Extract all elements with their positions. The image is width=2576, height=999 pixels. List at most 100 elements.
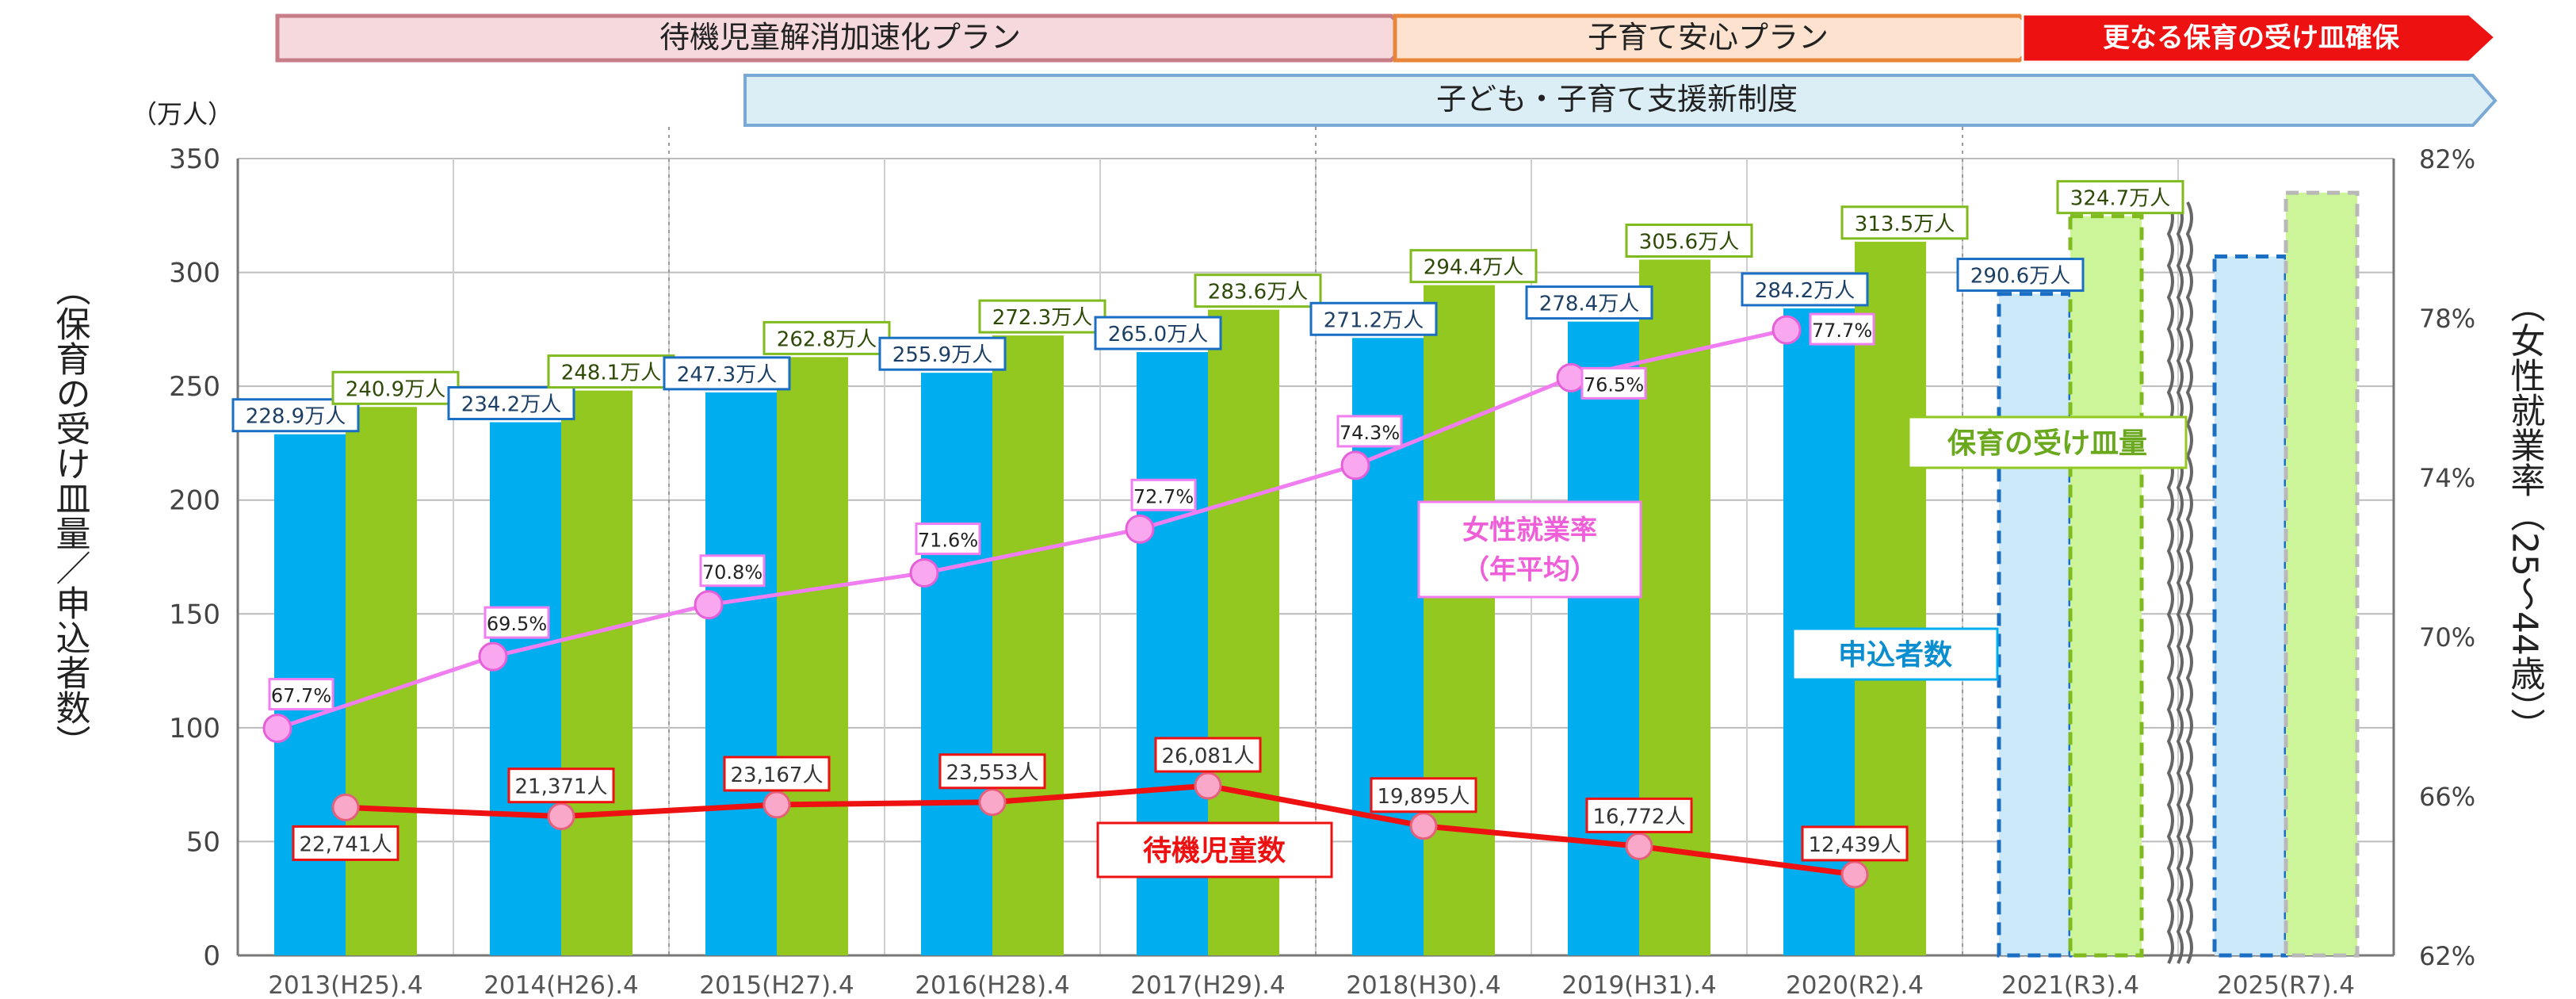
bar-value-box bbox=[762, 320, 891, 355]
waiting-box bbox=[292, 825, 399, 861]
women-rate-label: 69.5% bbox=[487, 613, 547, 635]
women-rate-point bbox=[1340, 450, 1370, 480]
bar-value-label: 248.1万人 bbox=[561, 362, 661, 385]
x-tick-label: 2020(R2).4 bbox=[1786, 971, 1924, 999]
bar-value-box bbox=[1741, 272, 1869, 307]
x-tick-label: 2013(H25).4 bbox=[268, 971, 422, 999]
women-rate-box bbox=[915, 522, 981, 556]
women-rate-label: 71.6% bbox=[918, 530, 978, 552]
women-rate-line bbox=[277, 327, 1787, 730]
capacity-bar bbox=[2284, 190, 2360, 958]
bar-value-box bbox=[878, 336, 1007, 371]
legend-waiting: 待機児童数 bbox=[1096, 821, 1333, 878]
x-tick-label: 2016(H28).4 bbox=[915, 971, 1069, 999]
waiting-label: 23,553人 bbox=[946, 761, 1039, 785]
y-axis-title: （保育の受け皿量／申込者数） bbox=[50, 271, 90, 760]
y-tick-label: 350 bbox=[169, 144, 220, 175]
waiting-point bbox=[1840, 860, 1869, 889]
x-tick-label: 2021(R3).4 bbox=[2001, 971, 2139, 999]
women-rate-point bbox=[1771, 315, 1802, 345]
women-rate-box bbox=[268, 678, 334, 711]
y-tick-label: 300 bbox=[169, 258, 220, 289]
bar-value-box bbox=[1525, 285, 1653, 320]
waiting-box bbox=[507, 767, 615, 804]
capacity-bar bbox=[1424, 285, 1495, 955]
capacity-bar bbox=[777, 357, 848, 956]
bar-value-label: 271.2万人 bbox=[1324, 308, 1424, 332]
waiting-label: 12,439人 bbox=[1809, 833, 1901, 857]
waiting-box bbox=[1801, 825, 1909, 862]
waiting-label: 21,371人 bbox=[515, 775, 608, 799]
x-tick-label: 2025(R7).4 bbox=[2217, 971, 2355, 999]
capacity-bar bbox=[992, 335, 1064, 955]
women-rate-point bbox=[909, 558, 939, 588]
applicants-bar bbox=[1568, 321, 1639, 955]
waiting-box bbox=[1154, 737, 1262, 773]
bar-value-label: 262.8万人 bbox=[777, 327, 877, 351]
women-rate-box bbox=[483, 606, 550, 639]
waiting-point bbox=[762, 790, 791, 819]
women-rate-box bbox=[1580, 366, 1647, 400]
bar-value-label: 313.5万人 bbox=[1855, 212, 1955, 236]
y-tick-label: 50 bbox=[186, 826, 220, 858]
waiting-point bbox=[547, 802, 575, 831]
axis-break-mark bbox=[2166, 201, 2174, 964]
women-rate-point bbox=[1125, 514, 1155, 544]
y2-tick-label: 62% bbox=[2419, 941, 2475, 971]
legend-women-rate-line2: （年平均） bbox=[1462, 554, 1597, 586]
bar-value-box bbox=[1094, 316, 1222, 350]
waiting-label: 16,772人 bbox=[1593, 805, 1686, 829]
y2-tick-label: 70% bbox=[2419, 622, 2475, 653]
bar-value-box bbox=[2056, 180, 2184, 215]
women-rate-label: 74.3% bbox=[1340, 422, 1400, 444]
women-rate-label: 76.5% bbox=[1584, 373, 1644, 396]
plan3-label: 更なる保育の受け皿確保 bbox=[2103, 22, 2400, 54]
women-rate-label: 70.8% bbox=[702, 561, 762, 584]
waiting-box bbox=[1370, 777, 1477, 813]
legend-capacity-label: 保育の受け皿量 bbox=[1947, 427, 2147, 460]
applicants-bar bbox=[921, 373, 992, 955]
y-tick-label: 150 bbox=[169, 599, 220, 630]
bar-value-box bbox=[1625, 223, 1753, 258]
bar-value-label: 247.3万人 bbox=[677, 363, 777, 387]
y-tick-label: 100 bbox=[169, 713, 220, 744]
waiting-point bbox=[978, 788, 1007, 817]
bar-value-label: 234.2万人 bbox=[461, 393, 561, 417]
women-rate-point bbox=[694, 590, 724, 620]
bar-value-label: 265.0万人 bbox=[1108, 323, 1208, 346]
waiting-point bbox=[1625, 832, 1653, 860]
women-rate-box bbox=[1809, 312, 1875, 346]
bar-value-box bbox=[1956, 258, 2085, 293]
waiting-box bbox=[938, 753, 1046, 790]
plan3-arrow bbox=[2021, 13, 2498, 63]
plan2-label: 子育て安心プラン bbox=[1588, 20, 1829, 55]
x-tick-label: 2018(H30).4 bbox=[1346, 971, 1500, 999]
legend-capacity: 保育の受け皿量 bbox=[1907, 415, 2188, 469]
capacity-bar bbox=[2068, 214, 2144, 958]
waiting-point bbox=[1409, 812, 1438, 840]
bar-value-box bbox=[1309, 301, 1438, 336]
system-label: 子ども・子育て支援新制度 bbox=[1436, 82, 1798, 117]
y-tick-label: 0 bbox=[203, 940, 220, 972]
legend-applicants: 申込者数 bbox=[1791, 627, 1999, 681]
bar-value-box bbox=[1409, 249, 1538, 284]
x-tick-label: 2015(H27).4 bbox=[699, 971, 854, 999]
women-rate-point bbox=[262, 714, 292, 744]
capacity-bar bbox=[346, 407, 417, 955]
axis-break-mark bbox=[2185, 201, 2193, 964]
grid: 0 50 100 150 200 250 300 350 62% 66% 70% 74% 78% 82% bbox=[169, 127, 2475, 972]
y2-tick-label: 74% bbox=[2419, 463, 2475, 493]
bar-value-label: 272.3万人 bbox=[992, 306, 1092, 330]
women-rate-box bbox=[1336, 415, 1403, 448]
bar-value-label: 278.4万人 bbox=[1539, 293, 1639, 316]
waiting-point bbox=[331, 793, 360, 821]
women-rate-point bbox=[478, 641, 508, 672]
bar-value-box bbox=[1194, 274, 1322, 308]
labels: 2013(H25).4 2014(H26).4 2015(H27).4 2016(H2… bbox=[231, 180, 2355, 999]
y2-tick-label: 78% bbox=[2419, 304, 2475, 334]
bar-value-label: 283.6万人 bbox=[1208, 281, 1308, 304]
y2-axis-title: （女性就業率（25～44歳）） bbox=[2505, 288, 2545, 743]
bar-value-label: 294.4万人 bbox=[1424, 256, 1523, 280]
bar-value-box bbox=[978, 299, 1106, 334]
bar-value-box bbox=[447, 386, 575, 421]
